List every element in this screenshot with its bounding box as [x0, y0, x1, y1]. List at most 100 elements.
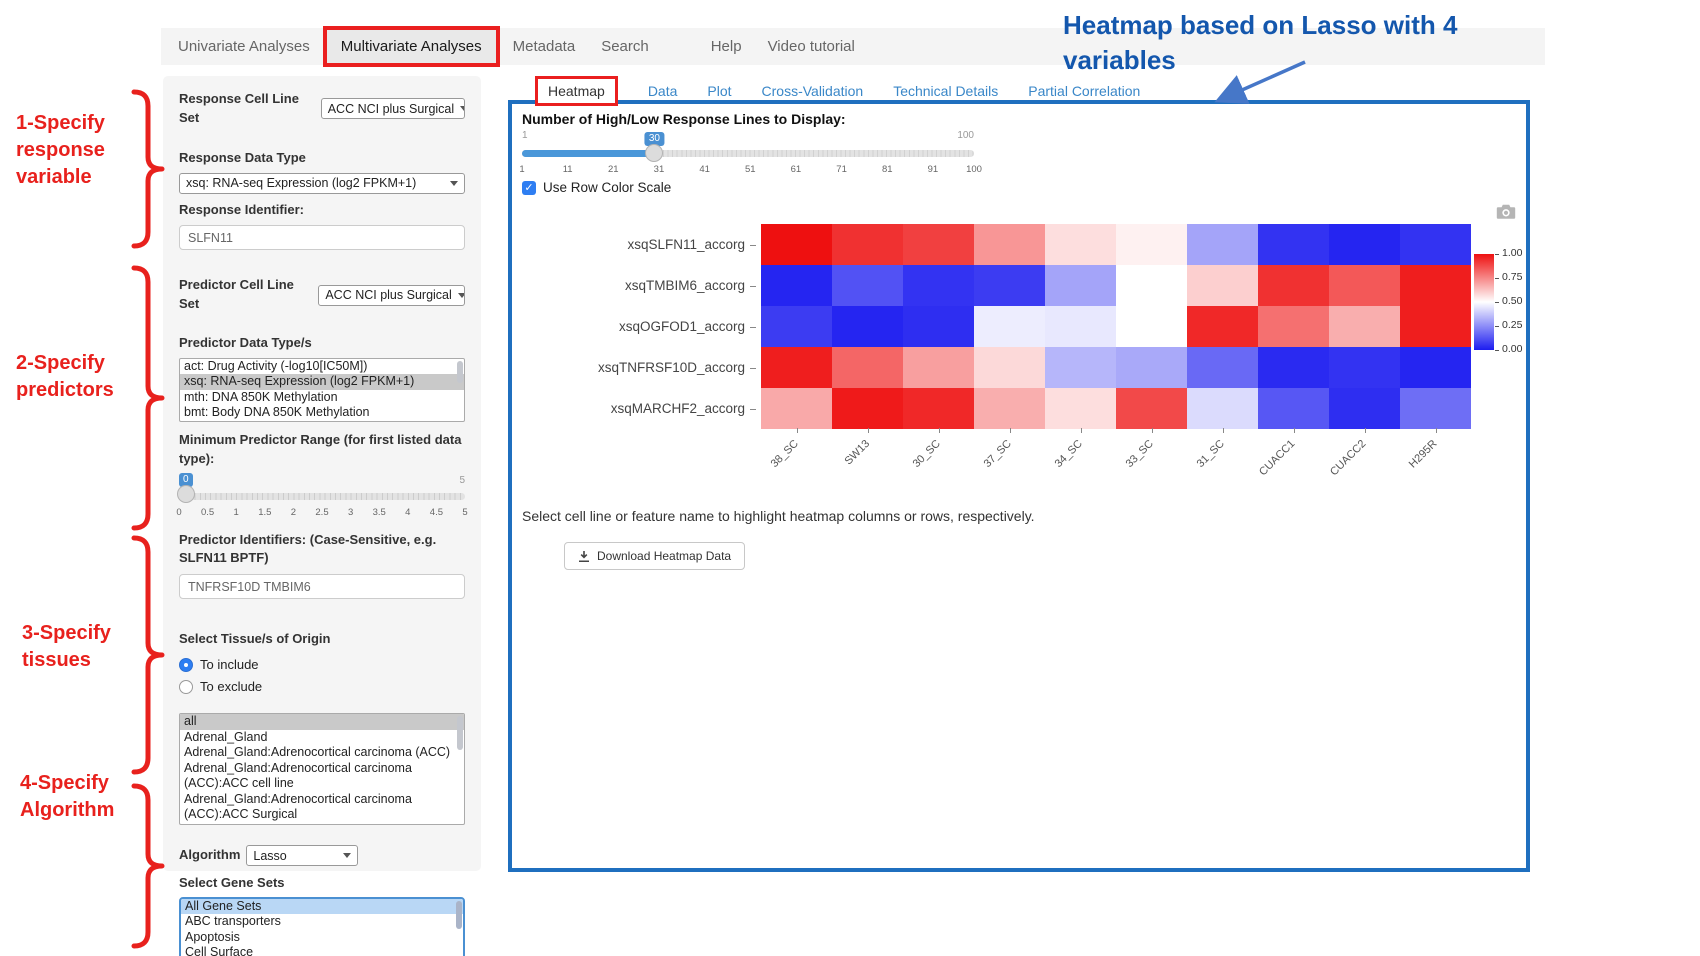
heatmap-row-label[interactable]: xsqSLFN11_accorg	[516, 224, 761, 265]
heatmap-row-label[interactable]: xsqTMBIM6_accorg	[516, 265, 761, 306]
heatmap-cell[interactable]	[761, 347, 832, 388]
listbox-option[interactable]: ABC transporters	[185, 914, 281, 929]
heatmap-cell[interactable]	[761, 388, 832, 429]
heatmap-cell[interactable]	[1258, 388, 1329, 429]
nav-item-search[interactable]: Search	[601, 38, 649, 55]
heatmap-cell[interactable]	[974, 224, 1045, 265]
tissue-exclude-radio[interactable]: To exclude	[179, 679, 465, 694]
heatmap-cell[interactable]	[1258, 265, 1329, 306]
heatmap-cell[interactable]	[974, 388, 1045, 429]
heatmap-cell[interactable]	[1329, 224, 1400, 265]
nav-item-univariate-analyses[interactable]: Univariate Analyses	[178, 38, 310, 55]
tab-heatmap[interactable]: Heatmap	[535, 76, 618, 106]
heatmap-cell[interactable]	[1045, 388, 1116, 429]
row-color-scale-control[interactable]: ✓ Use Row Color Scale	[522, 180, 671, 195]
heatmap-cell[interactable]	[1400, 224, 1471, 265]
heatmap-cell[interactable]	[1258, 347, 1329, 388]
listbox-option[interactable]: All Gene Sets	[181, 898, 463, 915]
heatmap-cell[interactable]	[1187, 265, 1258, 306]
tab-technical-details[interactable]: Technical Details	[893, 83, 999, 99]
heatmap-cell[interactable]	[1187, 388, 1258, 429]
nav-item-help[interactable]: Help	[710, 38, 742, 55]
heatmap-row-label[interactable]: xsqTNFRSF10D_accorg	[516, 347, 761, 388]
listbox-option[interactable]: bmt: Body DNA 850K Methylation	[184, 405, 370, 420]
listbox-option[interactable]: Adrenal_Gland	[184, 729, 268, 744]
slider-handle[interactable]	[645, 144, 664, 162]
response-data-type-select[interactable]: xsq: RNA-seq Expression (log2 FPKM+1)	[179, 172, 465, 194]
tissue-listbox[interactable]: all Adrenal_Gland Adrenal_Gland:Adrenocort…	[179, 713, 465, 826]
listbox-option[interactable]: xsq: RNA-seq Expression (log2 FPKM+1)	[180, 374, 464, 390]
response-identifier-input[interactable]	[179, 225, 465, 251]
listbox-option[interactable]: Adrenal_Gland:Adrenocortical carcinoma (…	[184, 745, 451, 760]
heatmap-cell[interactable]	[903, 388, 974, 429]
heatmap-cell[interactable]	[832, 306, 903, 347]
heatmap-cell[interactable]	[1116, 224, 1187, 265]
heatmap-cell[interactable]	[1116, 306, 1187, 347]
scrollbar-thumb[interactable]	[456, 900, 462, 929]
heatmap-row-label[interactable]: xsqMARCHF2_accorg	[516, 388, 761, 429]
predictor-data-types-listbox[interactable]: act: Drug Activity (-log10[IC50M]) xsq: R…	[179, 357, 465, 422]
camera-icon[interactable]	[1496, 204, 1516, 220]
heatmap-cell[interactable]	[903, 265, 974, 306]
tab-data[interactable]: Data	[647, 83, 678, 99]
heatmap-cell[interactable]	[761, 224, 832, 265]
scrollbar-thumb[interactable]	[457, 360, 463, 383]
heatmap-cell[interactable]	[974, 306, 1045, 347]
listbox-option[interactable]: Cell Surface	[185, 945, 254, 956]
heatmap-cell[interactable]	[1258, 306, 1329, 347]
heatmap-cell[interactable]	[1116, 388, 1187, 429]
heatmap-cell[interactable]	[832, 265, 903, 306]
heatmap-cell[interactable]	[1116, 347, 1187, 388]
heatmap-cell[interactable]	[903, 224, 974, 265]
heatmap-cell[interactable]	[1400, 265, 1471, 306]
response-lines-slider[interactable]: 1 100 30 1 11 21 31 41 51 61 71 81 91 100	[519, 130, 982, 180]
heatmap-cell[interactable]	[1400, 347, 1471, 388]
algorithm-select[interactable]: Lasso	[246, 845, 359, 867]
download-heatmap-data-button[interactable]: Download Heatmap Data	[564, 542, 746, 570]
heatmap-cell[interactable]	[1329, 388, 1400, 429]
heatmap-cell[interactable]	[832, 347, 903, 388]
heatmap-row-label[interactable]: xsqOGFOD1_accorg	[516, 306, 761, 347]
tab-plot[interactable]: Plot	[707, 83, 732, 99]
predictor-cell-line-set-select[interactable]: ACC NCI plus Surgical	[318, 284, 465, 306]
nav-item-metadata[interactable]: Metadata	[512, 38, 576, 55]
heatmap-cell[interactable]	[761, 265, 832, 306]
heatmap-cell[interactable]	[903, 306, 974, 347]
listbox-option[interactable]: Apoptosis	[185, 929, 240, 944]
heatmap-cell[interactable]	[1329, 347, 1400, 388]
heatmap-cell[interactable]	[1400, 388, 1471, 429]
heatmap-cell[interactable]	[832, 388, 903, 429]
heatmap-cell[interactable]	[974, 347, 1045, 388]
response-cell-line-set-select[interactable]: ACC NCI plus Surgical	[320, 98, 465, 120]
tab-cross-validation[interactable]: Cross-Validation	[761, 83, 864, 99]
heatmap-cell[interactable]	[1045, 347, 1116, 388]
checkbox-checked-icon[interactable]: ✓	[522, 180, 536, 195]
listbox-option[interactable]: mth: DNA 850K Methylation	[184, 389, 338, 404]
heatmap-cell[interactable]	[761, 306, 832, 347]
heatmap-cell[interactable]	[1187, 306, 1258, 347]
gene-sets-listbox[interactable]: All Gene Sets ABC transporters Apoptosis Ce…	[179, 896, 465, 956]
heatmap-cell[interactable]	[1329, 306, 1400, 347]
listbox-option[interactable]: Adrenal_Gland:Adrenocortical carcinoma (…	[184, 791, 412, 822]
listbox-option[interactable]: all	[180, 714, 464, 730]
tissue-include-radio[interactable]: To include	[179, 657, 465, 672]
heatmap-cell[interactable]	[1329, 265, 1400, 306]
heatmap-cell[interactable]	[832, 224, 903, 265]
heatmap-cell[interactable]	[1045, 306, 1116, 347]
heatmap-cell[interactable]	[1187, 224, 1258, 265]
heatmap-cell[interactable]	[1258, 224, 1329, 265]
heatmap-cell[interactable]	[1045, 224, 1116, 265]
slider-handle[interactable]	[177, 484, 195, 503]
listbox-option[interactable]: act: Drug Activity (-log10[IC50M])	[184, 358, 368, 373]
heatmap-cell[interactable]	[1045, 265, 1116, 306]
heatmap-cell[interactable]	[903, 347, 974, 388]
scrollbar-thumb[interactable]	[457, 716, 463, 751]
listbox-option[interactable]: Adrenal_Gland:Adrenocortical carcinoma (…	[184, 760, 412, 791]
predictor-identifiers-input[interactable]	[179, 574, 465, 600]
heatmap-cell[interactable]	[1400, 306, 1471, 347]
min-predictor-range-slider[interactable]: 0 5 0 0.5 1 1.5 2 2.5 3 3.5 4 4.5 5	[176, 472, 468, 521]
tab-partial-correlation[interactable]: Partial Correlation	[1028, 83, 1141, 99]
nav-item-video-tutorial[interactable]: Video tutorial	[767, 38, 855, 55]
heatmap-cell[interactable]	[1116, 265, 1187, 306]
nav-item-multivariate-analyses[interactable]: Multivariate Analyses	[322, 26, 500, 67]
